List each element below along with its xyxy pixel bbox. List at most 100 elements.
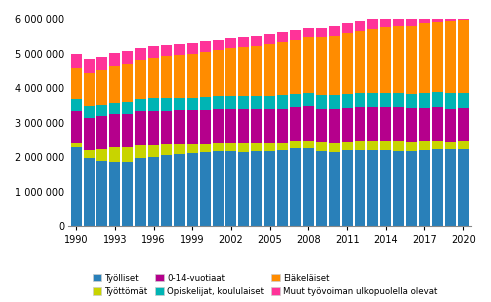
Bar	[328, 109, 340, 143]
Bar	[432, 149, 443, 226]
Bar	[303, 28, 314, 37]
Bar	[419, 14, 430, 24]
Bar	[393, 26, 404, 93]
Bar	[122, 162, 133, 226]
Bar	[367, 141, 379, 150]
Bar	[122, 147, 133, 162]
Bar	[71, 99, 82, 111]
Bar	[290, 141, 301, 148]
Bar	[174, 144, 185, 154]
Bar	[445, 21, 456, 93]
Bar	[264, 34, 275, 44]
Bar	[303, 106, 314, 141]
Bar	[225, 96, 237, 109]
Bar	[148, 145, 159, 157]
Bar	[432, 12, 443, 22]
Bar	[445, 149, 456, 226]
Bar	[239, 37, 249, 47]
Bar	[174, 55, 185, 98]
Bar	[355, 93, 365, 107]
Bar	[135, 60, 146, 99]
Bar	[200, 110, 211, 144]
Bar	[122, 51, 133, 64]
Bar	[200, 52, 211, 97]
Bar	[328, 152, 340, 226]
Bar	[148, 58, 159, 98]
Bar	[213, 96, 223, 109]
Bar	[187, 110, 198, 144]
Bar	[419, 150, 430, 226]
Bar	[161, 45, 172, 56]
Bar	[367, 150, 379, 226]
Bar	[161, 98, 172, 111]
Bar	[406, 108, 417, 142]
Bar	[303, 141, 314, 148]
Bar	[251, 36, 262, 46]
Bar	[367, 93, 379, 107]
Bar	[71, 54, 82, 68]
Bar	[122, 64, 133, 102]
Bar	[458, 141, 469, 149]
Bar	[187, 43, 198, 54]
Bar	[342, 33, 353, 94]
Bar	[161, 144, 172, 155]
Bar	[96, 161, 108, 226]
Bar	[251, 143, 262, 151]
Bar	[419, 141, 430, 150]
Bar	[277, 32, 288, 42]
Bar	[135, 111, 146, 145]
Bar	[148, 111, 159, 145]
Bar	[161, 155, 172, 226]
Bar	[406, 26, 417, 94]
Bar	[419, 93, 430, 108]
Bar	[342, 142, 353, 150]
Bar	[316, 37, 327, 95]
Bar	[239, 109, 249, 143]
Bar	[290, 30, 301, 40]
Bar	[419, 24, 430, 93]
Bar	[225, 109, 237, 143]
Bar	[187, 54, 198, 98]
Bar	[355, 150, 365, 226]
Bar	[406, 142, 417, 151]
Bar	[381, 107, 391, 141]
Bar	[200, 97, 211, 110]
Bar	[264, 109, 275, 143]
Bar	[109, 66, 120, 103]
Bar	[445, 108, 456, 142]
Bar	[96, 70, 108, 105]
Bar	[109, 147, 120, 162]
Bar	[355, 107, 365, 141]
Bar	[264, 151, 275, 226]
Bar	[109, 103, 120, 114]
Bar	[458, 11, 469, 20]
Bar	[71, 146, 82, 226]
Bar	[367, 29, 379, 93]
Bar	[122, 102, 133, 114]
Bar	[290, 148, 301, 226]
Bar	[187, 153, 198, 226]
Bar	[277, 42, 288, 95]
Bar	[264, 143, 275, 151]
Bar	[200, 41, 211, 52]
Bar	[174, 44, 185, 55]
Bar	[135, 158, 146, 226]
Bar	[355, 21, 365, 31]
Bar	[96, 57, 108, 70]
Bar	[393, 151, 404, 226]
Bar	[290, 94, 301, 107]
Bar	[71, 68, 82, 99]
Bar	[187, 98, 198, 110]
Bar	[393, 108, 404, 141]
Bar	[174, 110, 185, 144]
Bar	[328, 95, 340, 109]
Bar	[239, 96, 249, 109]
Bar	[445, 93, 456, 108]
Bar	[277, 150, 288, 226]
Bar	[303, 93, 314, 106]
Bar	[264, 44, 275, 96]
Bar	[367, 107, 379, 141]
Bar	[290, 40, 301, 94]
Bar	[355, 141, 365, 150]
Bar	[432, 141, 443, 149]
